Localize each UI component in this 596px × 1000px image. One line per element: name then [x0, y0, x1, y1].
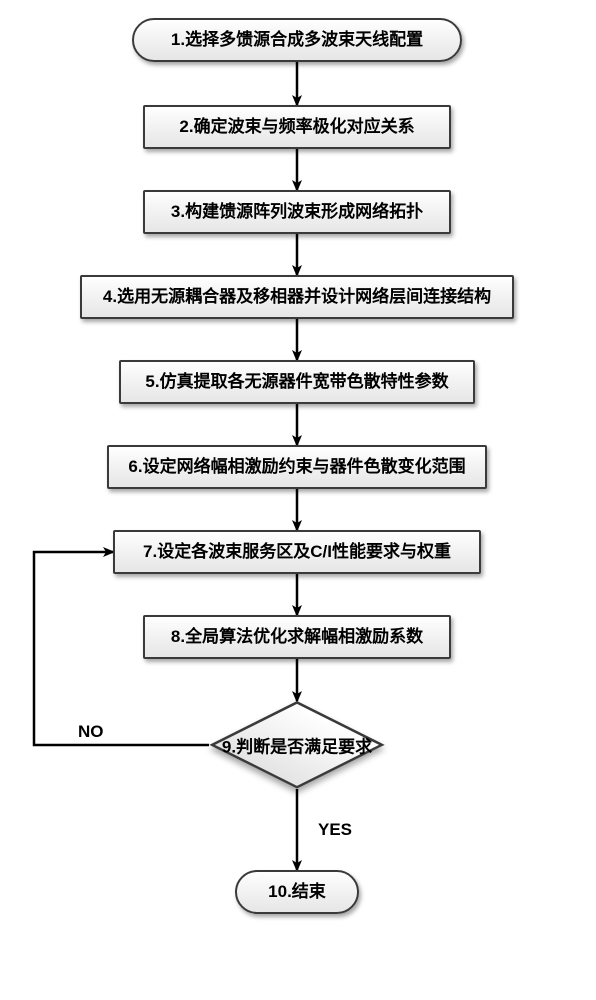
node-label-n2: 2.确定波束与频率极化对应关系 — [179, 116, 414, 137]
edge-label-yes: YES — [318, 820, 352, 840]
node-label-n3: 3.构建馈源阵列波束形成网络拓扑 — [171, 201, 423, 222]
node-n2: 2.确定波束与频率极化对应关系 — [143, 105, 451, 149]
node-label-n5: 5.仿真提取各无源器件宽带色散特性参数 — [145, 371, 448, 392]
node-n3: 3.构建馈源阵列波束形成网络拓扑 — [143, 190, 451, 234]
node-n7: 7.设定各波束服务区及C/I性能要求与权重 — [113, 530, 481, 574]
node-label-n7: 7.设定各波束服务区及C/I性能要求与权重 — [143, 541, 451, 562]
node-label-n4: 4.选用无源耦合器及移相器并设计网络层间连接结构 — [103, 286, 491, 307]
node-n4: 4.选用无源耦合器及移相器并设计网络层间连接结构 — [80, 275, 514, 319]
edges-layer — [0, 0, 596, 1000]
node-label-n6: 6.设定网络幅相激励约束与器件色散变化范围 — [128, 456, 465, 477]
node-n9: 9.判断是否满足要求 — [209, 701, 385, 789]
node-n6: 6.设定网络幅相激励约束与器件色散变化范围 — [107, 445, 487, 489]
node-n1: 1.选择多馈源合成多波束天线配置 — [132, 18, 462, 62]
edge-label-no: NO — [78, 722, 104, 742]
node-n8: 8.全局算法优化求解幅相激励系数 — [143, 615, 451, 659]
node-label-n8: 8.全局算法优化求解幅相激励系数 — [171, 626, 423, 647]
node-label-n9: 9.判断是否满足要求 — [222, 733, 372, 758]
node-label-n1: 1.选择多馈源合成多波束天线配置 — [171, 29, 423, 50]
node-n10: 10.结束 — [235, 870, 359, 914]
node-n5: 5.仿真提取各无源器件宽带色散特性参数 — [119, 360, 475, 404]
node-label-n10: 10.结束 — [268, 881, 326, 902]
flowchart-canvas: YES NO 1.选择多馈源合成多波束天线配置 2.确定波束与频率极化对应关系 3.构建… — [0, 0, 596, 1000]
